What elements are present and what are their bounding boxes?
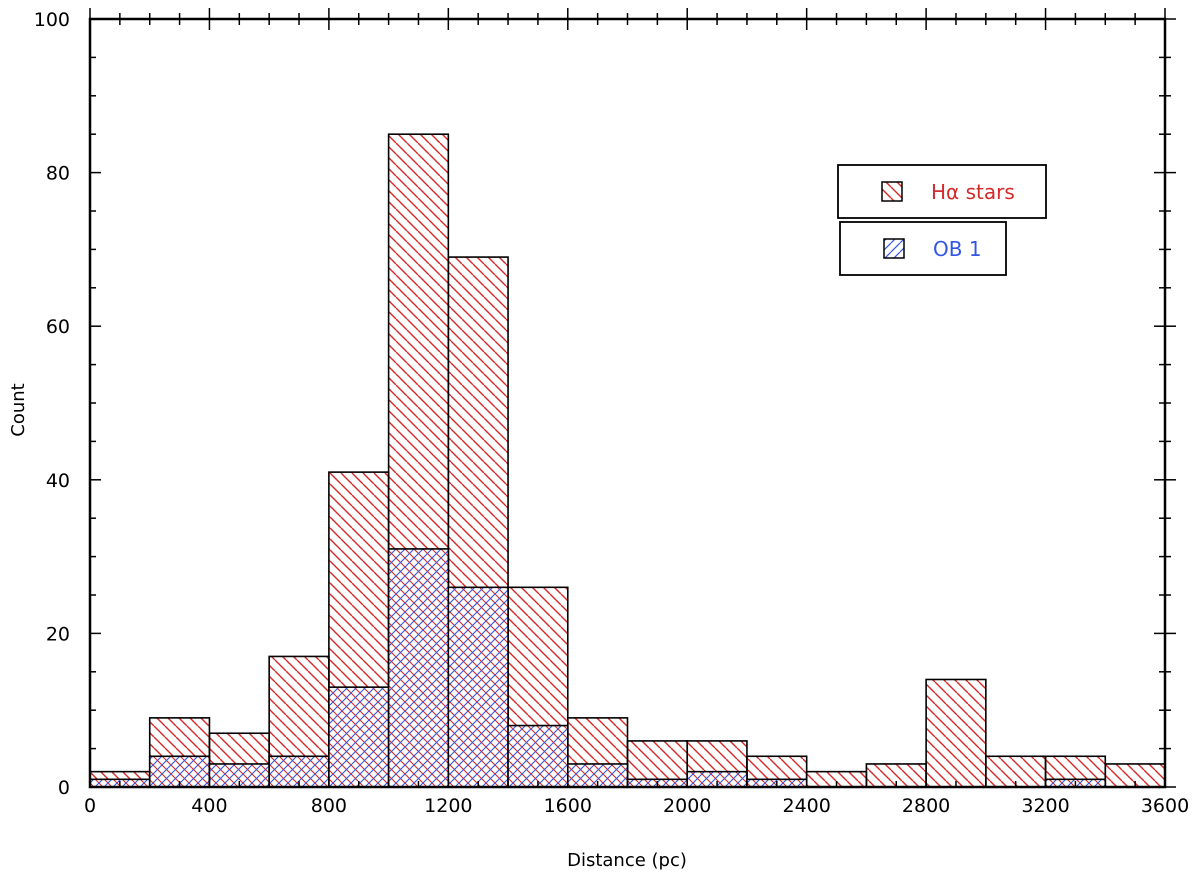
- ob1-bar: [507, 724, 569, 788]
- ob1-bar: [447, 586, 509, 788]
- x-tick-label: 0: [84, 795, 96, 817]
- x-tick-label: 800: [311, 795, 347, 817]
- y-tick-label: 60: [46, 316, 70, 338]
- plot-frame: [88, 17, 1167, 789]
- y-tick-label: 0: [58, 777, 70, 799]
- ob1-bar: [328, 686, 390, 788]
- x-tick-label: 1600: [544, 795, 592, 817]
- legend-item-ob1: OB 1: [839, 221, 1007, 276]
- legend-label-ob1: OB 1: [933, 237, 982, 261]
- legend-item-halpha: Hα stars: [837, 164, 1047, 219]
- x-tick-label: 1200: [424, 795, 472, 817]
- legend-label-halpha: Hα stars: [931, 180, 1015, 204]
- y-tick-label: 100: [34, 9, 70, 31]
- x-tick-label: 2800: [902, 795, 950, 817]
- x-tick-label: 2000: [663, 795, 711, 817]
- axis-ticks: [89, 8, 1176, 788]
- x-tick-label: 3200: [1021, 795, 1069, 817]
- x-axis-title: Distance (pc): [567, 850, 687, 871]
- legend-box-halpha: [837, 164, 1047, 219]
- y-tick-label: 20: [46, 623, 70, 645]
- x-tick-label: 3600: [1141, 795, 1189, 817]
- legend-box-ob1: [839, 221, 1007, 276]
- y-tick-label: 80: [46, 163, 70, 185]
- halpha-bar: [925, 678, 987, 788]
- ob1-bar: [387, 548, 450, 788]
- x-tick-label: 2400: [782, 795, 830, 817]
- x-tick-label: 400: [191, 795, 227, 817]
- legend-swatch-ob1: [883, 238, 905, 259]
- y-tick-label: 40: [46, 470, 70, 492]
- legend: Hα stars OB 1: [837, 164, 1047, 276]
- tick-labels: 0 400 800 1200 1600 2000 2400 2800 3200 3600 0 20 40…: [34, 9, 1189, 817]
- legend-swatch-halpha: [881, 181, 903, 202]
- y-axis-title: Count: [8, 383, 29, 436]
